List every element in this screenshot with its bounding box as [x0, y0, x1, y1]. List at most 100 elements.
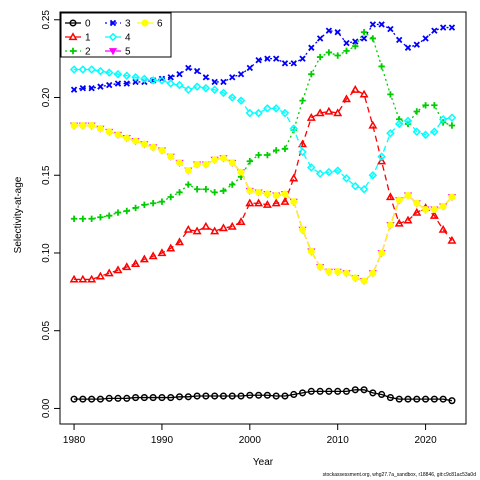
point-1 — [95, 271, 105, 280]
point-6 — [307, 247, 315, 255]
point-3 — [316, 35, 324, 42]
y-tick-label: 0.15 — [41, 165, 52, 185]
point-4 — [69, 65, 79, 74]
point-6 — [88, 121, 96, 129]
point-6 — [246, 187, 254, 195]
point-2 — [448, 122, 456, 129]
point-1 — [359, 89, 369, 98]
legend-label: 5 — [125, 47, 131, 58]
point-0 — [202, 392, 210, 400]
point-6 — [158, 146, 166, 154]
point-0 — [140, 394, 148, 402]
point-4 — [166, 79, 175, 88]
point-1 — [218, 223, 228, 232]
point-4 — [113, 69, 123, 79]
legend-marker — [108, 32, 118, 42]
point-3 — [387, 25, 394, 33]
point-4 — [386, 129, 395, 138]
point-4 — [289, 124, 299, 133]
point-1 — [262, 200, 272, 208]
point-4 — [131, 73, 140, 82]
point-0 — [255, 391, 263, 399]
point-1 — [280, 196, 290, 205]
point-1 — [113, 265, 123, 274]
x-axis-label: Year — [253, 457, 274, 468]
point-0 — [272, 392, 280, 400]
point-4 — [236, 96, 246, 105]
point-6 — [263, 190, 271, 198]
point-3 — [360, 35, 368, 42]
point-1 — [139, 254, 149, 263]
legend-item-4: 4 — [105, 33, 131, 44]
legend-label: 1 — [85, 33, 91, 44]
point-2 — [70, 215, 78, 222]
point-3 — [369, 21, 377, 28]
point-0 — [149, 394, 157, 402]
legend-item-2: 2 — [65, 47, 91, 58]
point-0 — [298, 389, 307, 397]
point-2 — [378, 63, 385, 70]
point-6 — [404, 191, 412, 199]
point-1 — [438, 224, 448, 233]
point-1 — [87, 274, 97, 283]
point-0 — [430, 395, 438, 403]
point-1 — [324, 106, 334, 115]
point-1 — [69, 274, 79, 283]
point-1 — [368, 120, 378, 129]
point-1 — [271, 198, 281, 207]
legend-item-6: 6 — [137, 19, 163, 30]
point-3 — [202, 74, 210, 81]
point-1 — [148, 251, 158, 260]
point-2 — [413, 108, 420, 115]
point-0 — [158, 394, 166, 402]
point-4 — [78, 65, 88, 74]
point-2 — [220, 187, 227, 194]
point-3 — [255, 56, 262, 64]
point-6 — [211, 156, 219, 164]
point-1 — [429, 210, 439, 219]
point-6 — [351, 274, 359, 282]
point-0 — [325, 387, 333, 395]
point-2 — [114, 209, 122, 216]
legend-marker — [68, 32, 78, 41]
point-2 — [123, 207, 130, 215]
point-3 — [237, 70, 245, 78]
point-1 — [104, 268, 114, 277]
point-2 — [308, 70, 315, 78]
plot-area-frame — [59, 11, 467, 425]
point-0 — [351, 386, 359, 394]
point-1 — [289, 173, 299, 182]
point-0 — [360, 386, 368, 394]
point-3 — [114, 80, 122, 87]
point-6 — [167, 153, 175, 161]
point-2 — [229, 181, 236, 188]
legend-marker — [69, 47, 77, 55]
point-4 — [96, 66, 105, 76]
point-2 — [264, 151, 271, 159]
point-6 — [395, 196, 403, 204]
point-4 — [394, 119, 404, 129]
point-4 — [359, 184, 369, 194]
point-0 — [184, 393, 192, 401]
point-3 — [220, 78, 227, 86]
y-axis: 0.00 0.05 0.10 0.15 0.20 0.25 — [41, 10, 60, 418]
point-6 — [369, 269, 377, 277]
footer-note: stockassessment.org, whg27.7a_sandbox, r… — [322, 472, 476, 478]
point-2 — [299, 97, 306, 104]
series-1 — [69, 85, 457, 283]
legend-item-0: 0 — [65, 19, 91, 30]
point-3 — [431, 27, 438, 34]
point-6 — [114, 131, 122, 139]
point-6 — [342, 269, 350, 277]
point-6 — [70, 121, 78, 129]
y-tick-label: 0.20 — [41, 87, 52, 107]
legend-item-3: 3 — [105, 19, 131, 30]
point-0 — [211, 392, 219, 400]
point-6 — [96, 125, 104, 133]
point-1 — [78, 274, 88, 283]
point-0 — [237, 392, 245, 400]
point-1 — [183, 224, 193, 233]
point-6 — [448, 193, 456, 201]
point-4 — [157, 76, 167, 85]
point-0 — [246, 391, 254, 399]
